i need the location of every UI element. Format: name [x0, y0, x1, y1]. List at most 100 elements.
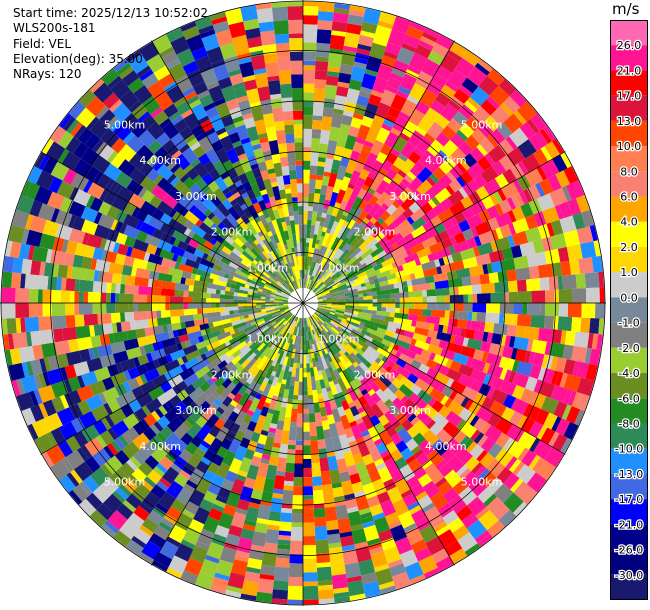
velocity-gate	[327, 215, 337, 230]
velocity-gate	[134, 319, 149, 330]
velocity-gate	[511, 230, 529, 247]
velocity-gate	[267, 75, 280, 82]
velocity-gate	[362, 433, 376, 450]
velocity-gate	[318, 321, 323, 326]
velocity-gate	[200, 68, 218, 86]
velocity-gate	[381, 237, 396, 251]
velocity-gate	[206, 131, 220, 145]
velocity-gate	[119, 89, 140, 110]
velocity-gate	[366, 327, 381, 337]
velocity-gate	[151, 410, 161, 422]
velocity-gate	[89, 380, 107, 397]
velocity-gate	[414, 547, 432, 562]
azimuth-line	[40, 151, 304, 304]
velocity-gate	[277, 309, 290, 318]
velocity-gate	[56, 180, 75, 199]
velocity-gate	[134, 483, 151, 499]
velocity-gate	[253, 239, 260, 246]
velocity-gate	[180, 539, 196, 550]
velocity-gate	[56, 277, 62, 291]
velocity-gate	[126, 134, 145, 153]
velocity-gate	[239, 286, 254, 293]
velocity-gate	[265, 303, 279, 305]
velocity-gate	[110, 282, 117, 294]
velocity-gate	[400, 489, 413, 499]
velocity-gate	[197, 346, 209, 356]
velocity-gate	[221, 478, 235, 492]
velocity-gate	[484, 425, 503, 443]
velocity-gate	[312, 101, 325, 117]
velocity-gate	[480, 341, 492, 353]
velocity-gate	[170, 463, 182, 474]
velocity-gate	[313, 281, 324, 293]
velocity-gate	[112, 350, 129, 364]
velocity-gate	[310, 275, 314, 281]
velocity-gate	[210, 402, 220, 411]
velocity-gate	[311, 262, 319, 277]
velocity-gate	[279, 521, 292, 532]
velocity-gate	[316, 258, 320, 264]
velocity-gate	[509, 89, 528, 108]
velocity-gate	[79, 348, 91, 363]
velocity-gate	[321, 334, 329, 344]
velocity-gate	[269, 250, 278, 260]
velocity-gate	[390, 245, 406, 257]
velocity-gate	[383, 50, 399, 60]
velocity-gate	[260, 99, 272, 106]
velocity-gate	[209, 222, 218, 231]
velocity-gate	[321, 479, 332, 486]
velocity-gate	[402, 207, 414, 220]
velocity-gate	[240, 192, 249, 200]
velocity-gate	[260, 500, 272, 507]
velocity-gate	[235, 195, 246, 207]
velocity-gate	[267, 80, 281, 96]
velocity-gate	[562, 344, 574, 361]
velocity-gate	[238, 457, 252, 474]
velocity-gate	[295, 445, 303, 450]
velocity-gate	[182, 60, 199, 75]
velocity-gate	[235, 368, 248, 382]
velocity-gate	[317, 235, 325, 250]
velocity-gate	[495, 227, 504, 240]
velocity-gate	[238, 421, 249, 434]
velocity-gate	[407, 130, 425, 148]
velocity-gate	[231, 349, 242, 359]
velocity-gate	[295, 317, 299, 322]
velocity-gate	[576, 361, 590, 379]
velocity-gate	[291, 348, 296, 359]
velocity-gate	[119, 462, 135, 478]
velocity-gate	[179, 369, 192, 381]
velocity-gate	[272, 340, 278, 347]
velocity-gate	[275, 42, 291, 58]
velocity-gate	[281, 332, 290, 346]
velocity-gate	[257, 260, 264, 266]
velocity-gate	[139, 373, 148, 385]
velocity-gate	[320, 276, 332, 287]
velocity-gate	[320, 311, 330, 317]
velocity-gate	[458, 187, 469, 199]
velocity-gate	[500, 102, 514, 117]
velocity-gate	[38, 372, 47, 388]
velocity-gate	[469, 199, 487, 216]
velocity-gate	[324, 437, 335, 453]
velocity-gate	[428, 153, 446, 171]
velocity-gate	[408, 308, 423, 316]
velocity-gate	[306, 283, 310, 289]
velocity-gate	[114, 449, 130, 466]
velocity-gate	[470, 368, 487, 384]
velocity-gate	[486, 458, 506, 478]
velocity-gate	[406, 25, 424, 41]
velocity-gate	[446, 118, 463, 133]
velocity-gate	[341, 318, 347, 323]
velocity-gate	[526, 252, 543, 268]
velocity-gate	[295, 449, 303, 455]
velocity-gate	[180, 363, 188, 372]
velocity-gate	[336, 137, 347, 148]
velocity-gate	[533, 211, 547, 227]
velocity-gate	[110, 219, 119, 231]
velocity-gate	[6, 318, 17, 335]
velocity-gate	[103, 445, 115, 459]
velocity-gate	[197, 263, 213, 274]
velocity-gate	[511, 206, 526, 222]
velocity-gate	[431, 439, 443, 450]
